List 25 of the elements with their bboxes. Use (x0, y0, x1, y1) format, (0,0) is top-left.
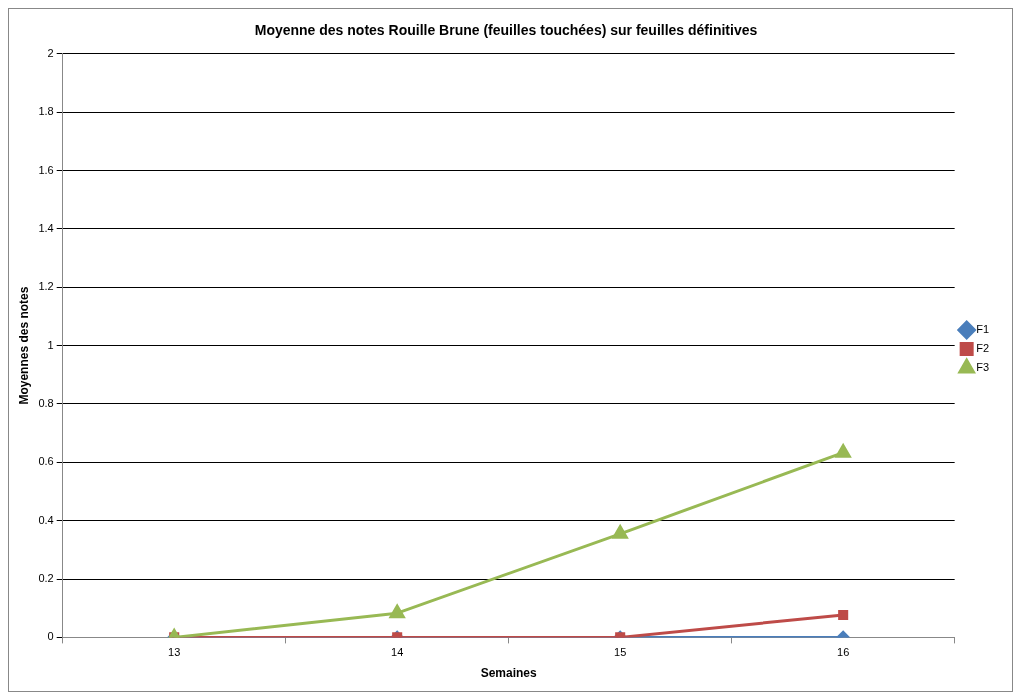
y-tick-label: 1.6 (38, 163, 54, 176)
point (838, 609, 849, 620)
y-tick-label: 0.8 (38, 396, 54, 409)
legend-label: F3 (976, 361, 990, 374)
x-axis-title: Semaines (480, 666, 538, 681)
chart-title: Moyenne des notes Rouille Brune (feuilles touchées) sur feuilles définitives (254, 22, 758, 39)
point (389, 604, 405, 619)
y-tick-label: 0.4 (38, 513, 54, 526)
legend-label: F2 (976, 342, 990, 355)
y-tick-label: 0.2 (38, 572, 54, 585)
point (835, 444, 851, 458)
x-tick-label: 13 (168, 646, 181, 659)
y-tick-label: 2 (47, 46, 54, 59)
x-tick-label: 15 (614, 646, 627, 659)
legend-label: F1 (976, 323, 990, 336)
point (612, 525, 628, 539)
y-tick-label: 1.4 (38, 221, 54, 234)
x-tick-label: 16 (837, 646, 850, 659)
x-tick-label: 14 (391, 646, 404, 659)
y-tick-label: 0 (47, 630, 54, 643)
y-tick-label: 0.6 (38, 455, 54, 468)
y-axis-title: Moyennes des notes (16, 286, 31, 405)
y-tick-label: 1.2 (38, 280, 54, 293)
y-tick-label: 1.8 (38, 105, 54, 118)
y-tick-label: 1 (47, 338, 54, 351)
